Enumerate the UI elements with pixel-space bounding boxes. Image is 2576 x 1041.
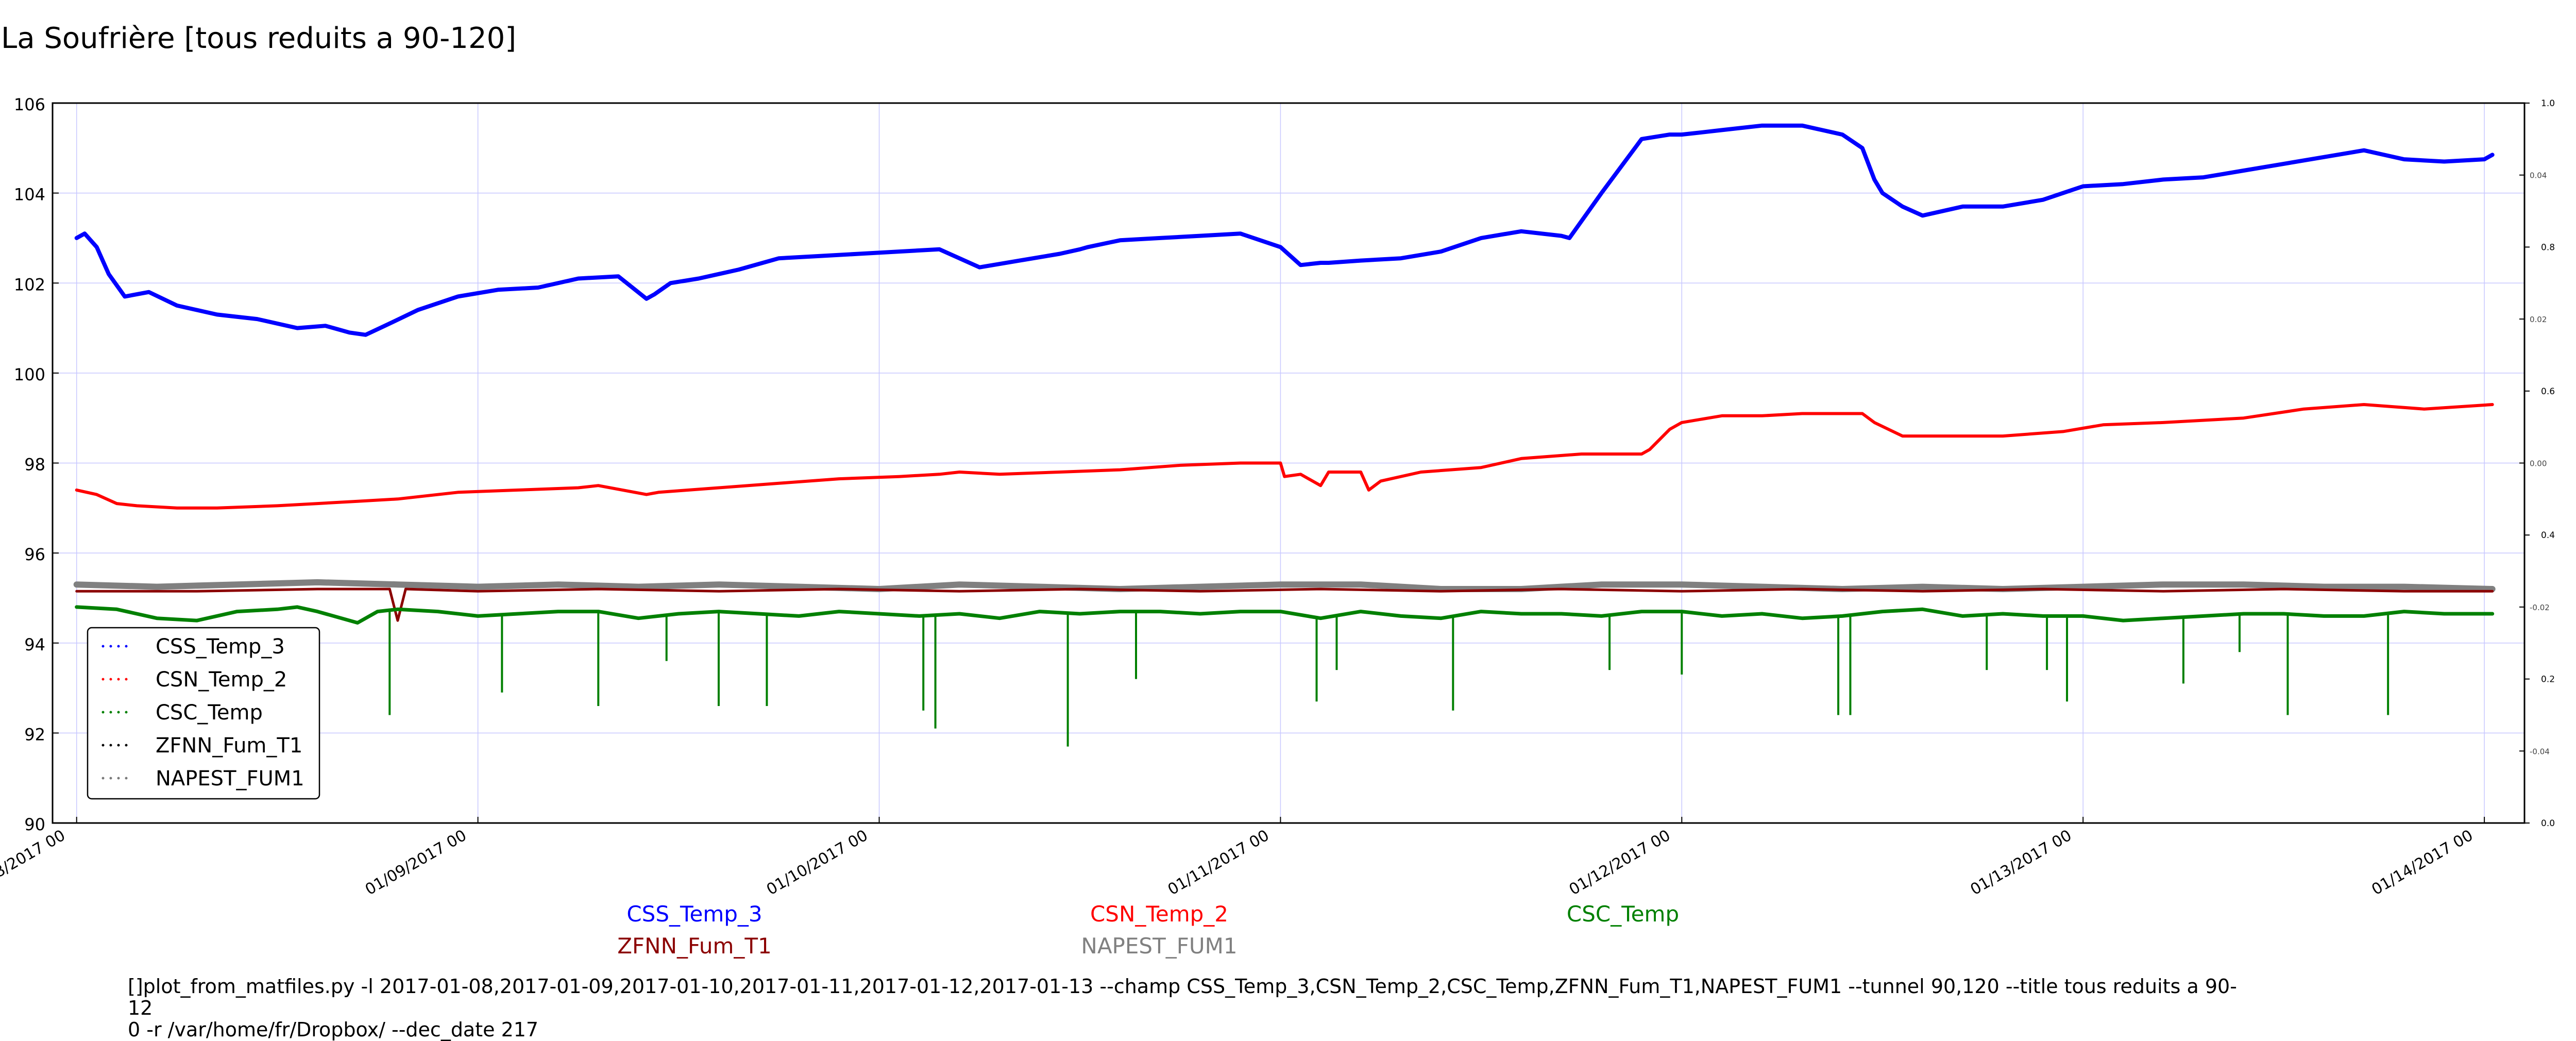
legend-label: NAPEST_FUM1 [156, 767, 304, 791]
bottom-label: NAPEST_FUM1 [1081, 933, 1237, 959]
legend-marker [101, 678, 105, 681]
y-tick-label: 94 [24, 635, 45, 654]
series-layer [73, 123, 2496, 747]
y-tick-label: 98 [24, 455, 45, 475]
legend-marker [109, 645, 112, 648]
right-inner-tick-label: -0.04 [2530, 747, 2550, 756]
legend-marker [125, 744, 128, 747]
bottom-label: ZFNN_Fum_T1 [617, 933, 772, 959]
legend-marker [101, 645, 105, 648]
bottom-labels: CSS_Temp_3 CSN_Temp_2 CSC_Temp ZFNN_Fum_T1 N… [617, 901, 1679, 959]
legend-marker [125, 678, 128, 681]
right-outer-tick-label: 0.4 [2541, 530, 2555, 541]
right-outer-tick-label: 0.0 [2541, 818, 2555, 829]
bottom-label: CSN_Temp_2 [1090, 901, 1228, 927]
right-outer-tick-label: 0.8 [2541, 242, 2555, 253]
x-tick-label: 01/14/2017 00 [2369, 827, 2477, 899]
legend-marker [125, 645, 128, 648]
legend: CSS_Temp_3 CSN_Temp_2 CSC_Temp ZFNN_Fum_T1 N… [87, 627, 320, 800]
legend-marker [117, 744, 120, 747]
series-line-css-temp-3 [74, 123, 2495, 337]
x-tick-label: 01/10/2017 00 [764, 827, 871, 899]
legend-marker [101, 777, 105, 780]
legend-marker [101, 744, 105, 747]
chart-title: La Soufrière [tous reduits a 90-120] [1, 22, 517, 55]
legend-label: CSC_Temp [156, 701, 263, 725]
legend-label: ZFNN_Fum_T1 [156, 734, 302, 758]
series-line-napest-fum1 [73, 579, 2496, 592]
right-outer-tick-label: 0.6 [2541, 387, 2555, 397]
grid [53, 103, 2524, 823]
legend-marker [125, 711, 128, 714]
legend-marker [117, 777, 120, 780]
x-tick-label: 01/09/2017 00 [362, 827, 470, 899]
right-outer-tick-label: 0.2 [2541, 675, 2555, 685]
right-inner-tick-label: 0.04 [2530, 171, 2547, 180]
command-line-footer: []plot_from_matfiles.py -l 2017-01-08,20… [128, 975, 2237, 1041]
x-tick-label: 01/08/2017 00 [0, 827, 69, 899]
y-tick-label: 90 [24, 815, 45, 834]
right-outer-tick-label: 1.0 [2541, 98, 2555, 109]
x-tick-label: 01/11/2017 00 [1165, 827, 1273, 899]
y-tick-label: 92 [24, 725, 45, 744]
y-tick-label: 106 [14, 95, 45, 114]
legend-marker [109, 744, 112, 747]
series-line-csn-temp-2 [75, 403, 2494, 510]
series-line-csc-temp [75, 605, 2495, 625]
right-inner-tick-label: -0.02 [2530, 603, 2550, 612]
legend-marker [109, 678, 112, 681]
legend-marker [117, 645, 120, 648]
legend-label: CSN_Temp_2 [156, 668, 287, 692]
series-line-zfnn-fum-t1 [75, 587, 2494, 622]
bottom-label: CSS_Temp_3 [626, 901, 762, 927]
y-tick-label: 104 [14, 185, 45, 205]
legend-marker [109, 777, 112, 780]
y-tick-label: 100 [14, 365, 45, 384]
right-inner-tick-label: 0.00 [2530, 459, 2547, 468]
x-tick-label: 01/12/2017 00 [1566, 827, 1674, 899]
legend-marker [125, 777, 128, 780]
legend-marker [117, 711, 120, 714]
legend-box [87, 627, 320, 800]
y-tick-label: 102 [14, 275, 45, 294]
right-inner-tick-label: 0.02 [2530, 315, 2547, 324]
legend-marker [109, 711, 112, 714]
legend-marker [117, 678, 120, 681]
legend-label: CSS_Temp_3 [156, 635, 285, 659]
legend-marker [101, 711, 105, 714]
axes: 90 92 94 96 98 100 102 104 106 01/08/2017 00 01/09… [0, 95, 2555, 899]
x-tick-label: 01/13/2017 00 [1968, 827, 2075, 899]
y-tick-label: 96 [24, 545, 45, 564]
bottom-label: CSC_Temp [1567, 901, 1679, 927]
